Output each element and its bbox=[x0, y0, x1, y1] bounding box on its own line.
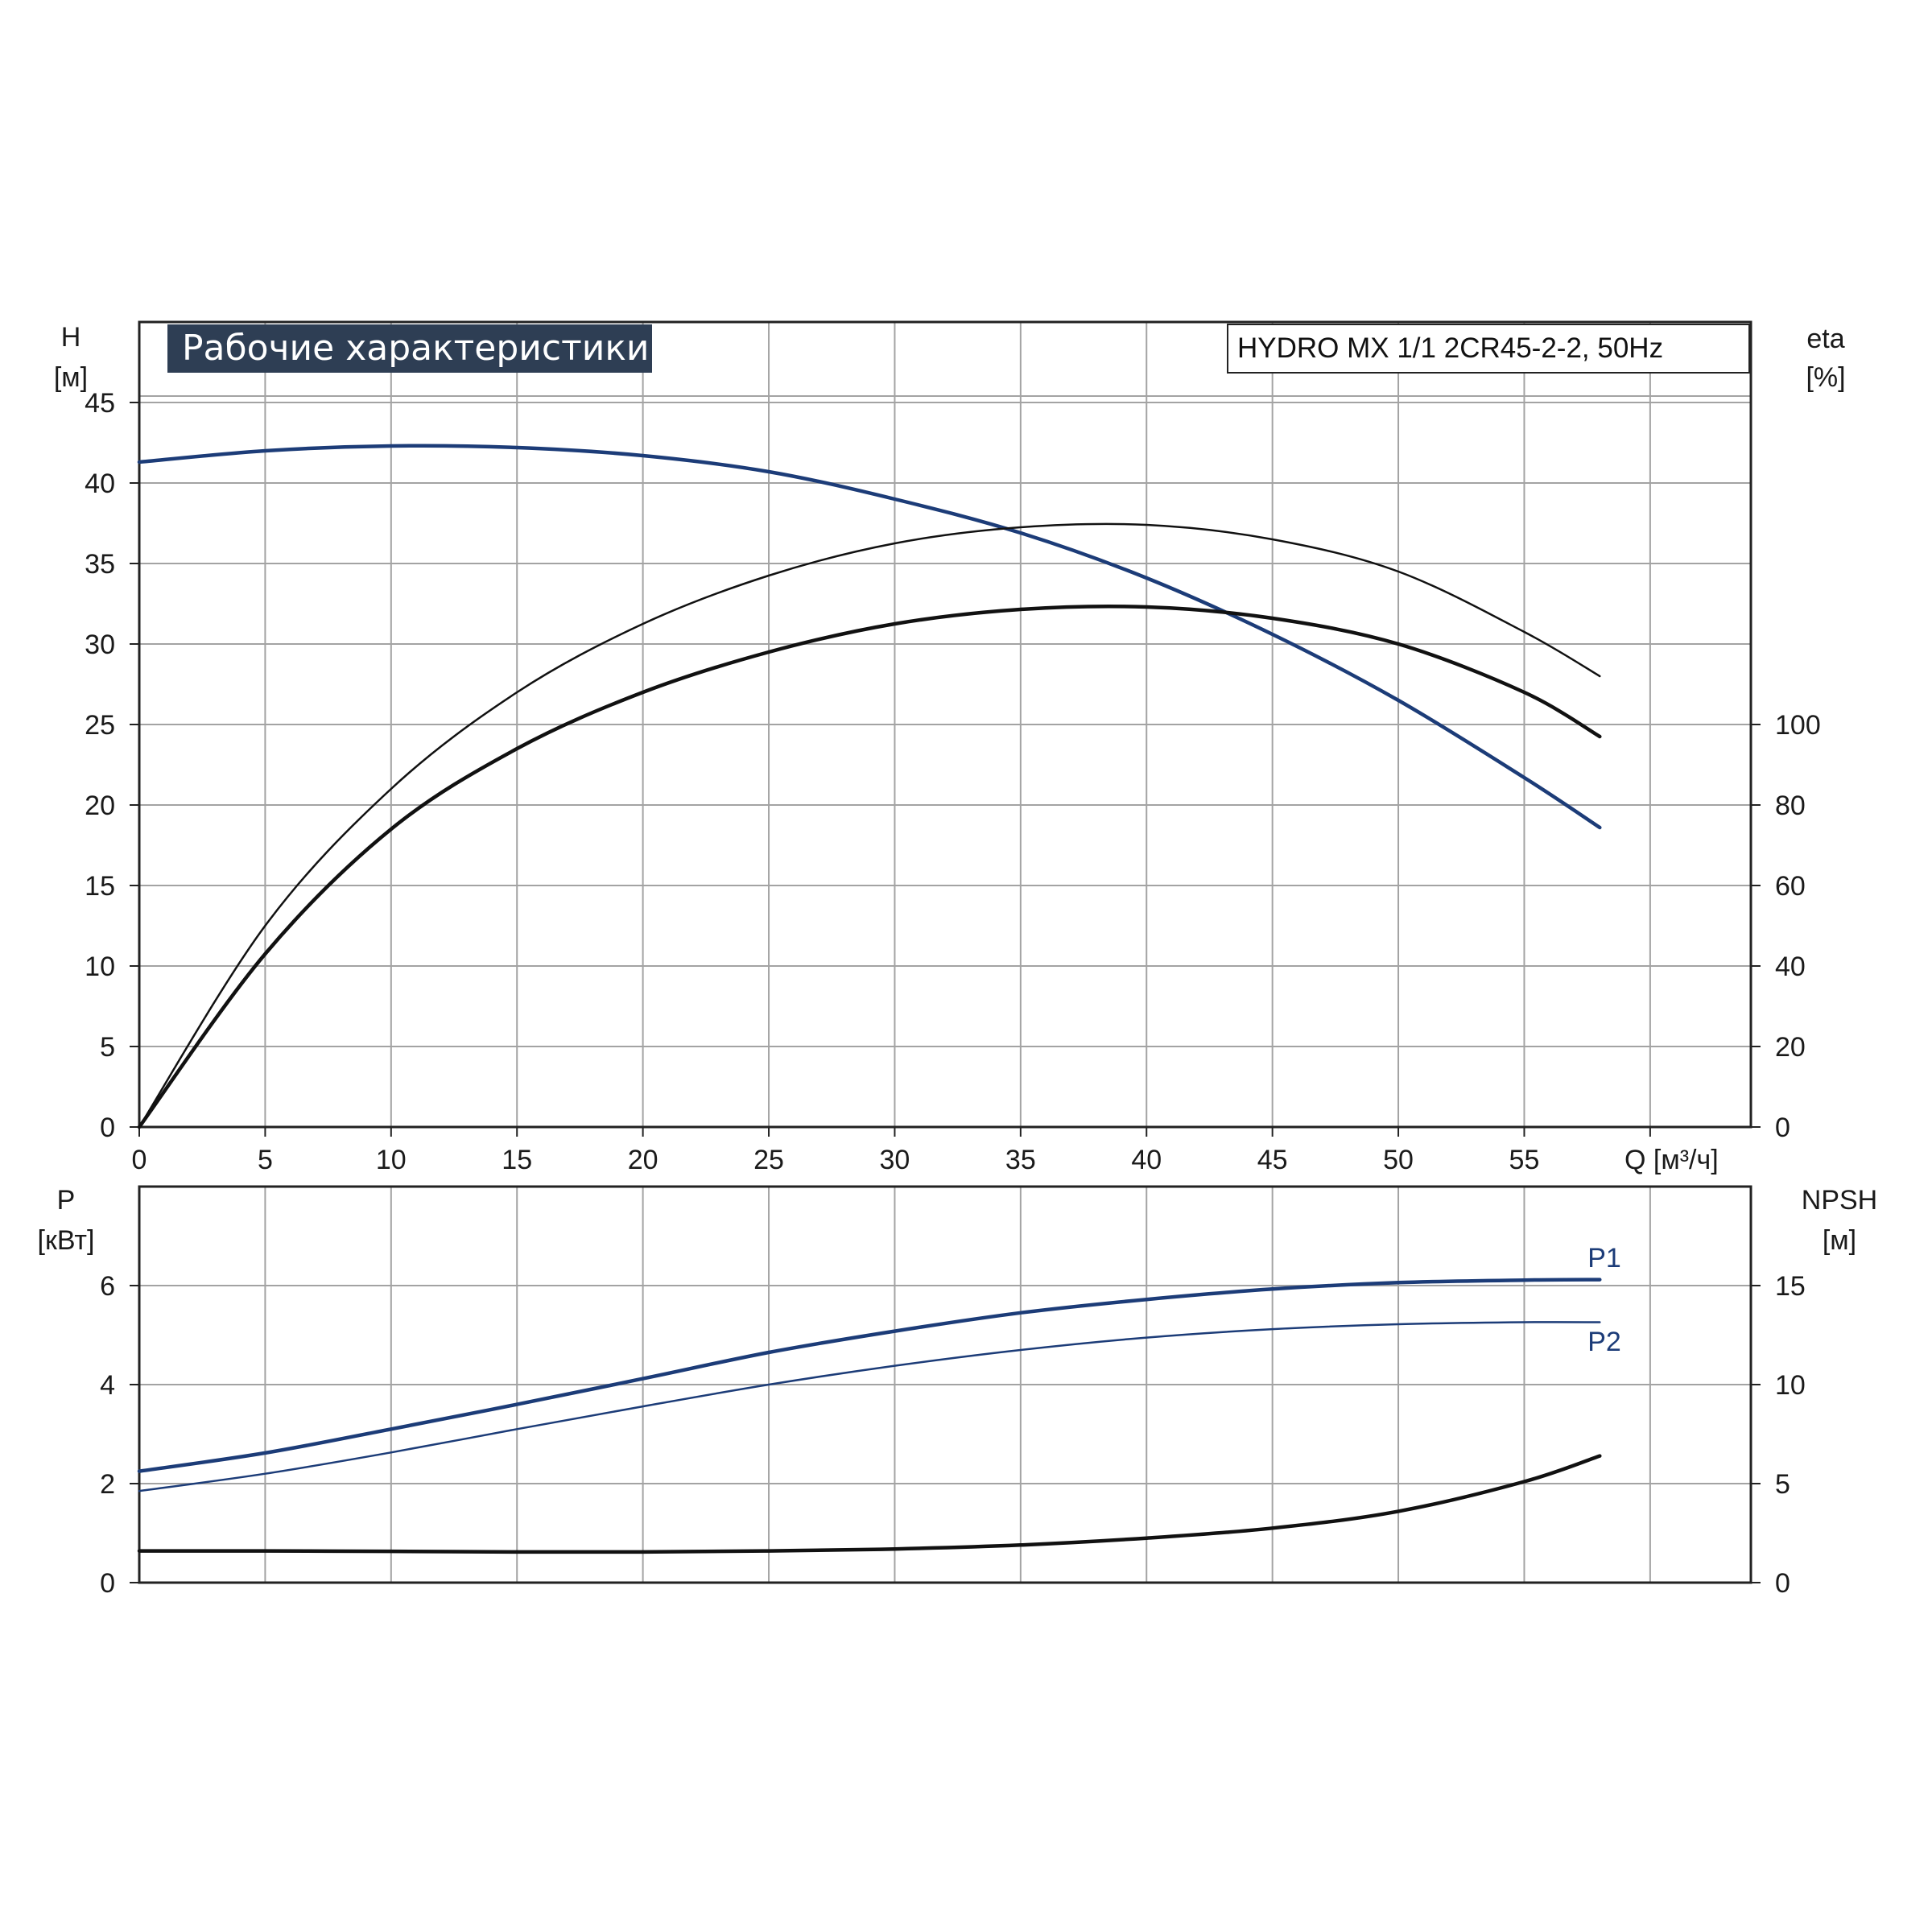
y-right-tick-label: 40 bbox=[1775, 952, 1806, 982]
y-right-tick-label: 20 bbox=[1775, 1032, 1806, 1063]
y-left-tick-label: 2 bbox=[100, 1469, 115, 1500]
top-right-axis-title: eta bbox=[1806, 324, 1844, 354]
x-tick-label: 35 bbox=[1005, 1145, 1036, 1175]
y-left-tick-label: 25 bbox=[85, 710, 115, 741]
bottom-right-axis-unit: [м] bbox=[1823, 1225, 1856, 1256]
top-right-axis-unit: [%] bbox=[1806, 362, 1845, 393]
y-left-tick-label: 6 bbox=[100, 1271, 115, 1302]
top-left-axis-unit: [м] bbox=[54, 362, 88, 393]
y-left-tick-label: 0 bbox=[100, 1113, 115, 1143]
y-left-tick-label: 40 bbox=[85, 469, 115, 499]
grid-lines bbox=[139, 322, 1751, 1583]
x-tick-label: 5 bbox=[258, 1145, 273, 1175]
bottom-left-axis-title: P bbox=[57, 1185, 76, 1216]
y-left-tick-label: 0 bbox=[100, 1568, 115, 1599]
top-plot-frame bbox=[138, 320, 1752, 1129]
x-axis-title: Q [м³/ч] bbox=[1624, 1145, 1719, 1175]
series-line-bottom-0 bbox=[137, 1278, 1602, 1473]
curves bbox=[137, 444, 1602, 1554]
y-right-tick-label: 100 bbox=[1775, 710, 1821, 741]
series-line-top-1 bbox=[138, 522, 1601, 1129]
bottom-right-axis-title: NPSH bbox=[1802, 1185, 1877, 1216]
y-left-tick-label: 4 bbox=[100, 1370, 115, 1401]
y-right-tick-label: 0 bbox=[1775, 1568, 1790, 1599]
series-line-top-0 bbox=[137, 444, 1602, 830]
x-tick-label: 50 bbox=[1383, 1145, 1414, 1175]
y-left-tick-label: 35 bbox=[85, 549, 115, 580]
bottom-left-axis-unit: [кВт] bbox=[38, 1225, 95, 1256]
y-right-tick-label: 5 bbox=[1775, 1469, 1790, 1500]
x-tick-label: 40 bbox=[1131, 1145, 1162, 1175]
y-left-tick-label: 30 bbox=[85, 630, 115, 660]
model-label: HYDRO MX 1/1 2CR45-2-2, 50Hz bbox=[1237, 332, 1663, 364]
y-left-tick-label: 10 bbox=[85, 952, 115, 982]
chart-title: Рабочие характеристики bbox=[182, 328, 650, 369]
y-left-tick-label: 5 bbox=[100, 1032, 115, 1063]
top-left-axis-title: H bbox=[61, 322, 81, 353]
y-left-tick-label: 20 bbox=[85, 791, 115, 821]
y-right-tick-label: 60 bbox=[1775, 871, 1806, 902]
x-tick-label: 0 bbox=[132, 1145, 147, 1175]
bottom-plot-frame bbox=[138, 1185, 1752, 1584]
y-right-tick-label: 80 bbox=[1775, 791, 1806, 821]
model-label-box bbox=[1227, 324, 1750, 374]
x-tick-label: 25 bbox=[753, 1145, 784, 1175]
series-line-bottom-2 bbox=[137, 1454, 1602, 1554]
series-label-p1: P1 bbox=[1587, 1243, 1621, 1274]
y-left-tick-label: 15 bbox=[85, 871, 115, 902]
plot-frames bbox=[130, 320, 1761, 1584]
series-label-p2: P2 bbox=[1587, 1327, 1621, 1357]
x-tick-label: 45 bbox=[1257, 1145, 1288, 1175]
x-tick-label: 10 bbox=[376, 1145, 407, 1175]
series-line-top-2 bbox=[137, 604, 1602, 1129]
x-tick-label: 20 bbox=[628, 1145, 658, 1175]
series-line-bottom-1 bbox=[138, 1321, 1601, 1492]
y-left-tick-label: 45 bbox=[85, 388, 115, 419]
x-tick-label: 15 bbox=[502, 1145, 532, 1175]
x-tick-label: 30 bbox=[880, 1145, 910, 1175]
title-banner bbox=[167, 324, 652, 373]
y-right-tick-label: 15 bbox=[1775, 1271, 1806, 1302]
y-right-tick-label: 10 bbox=[1775, 1370, 1806, 1401]
x-tick-label: 55 bbox=[1509, 1145, 1540, 1175]
y-right-tick-label: 0 bbox=[1775, 1113, 1790, 1143]
